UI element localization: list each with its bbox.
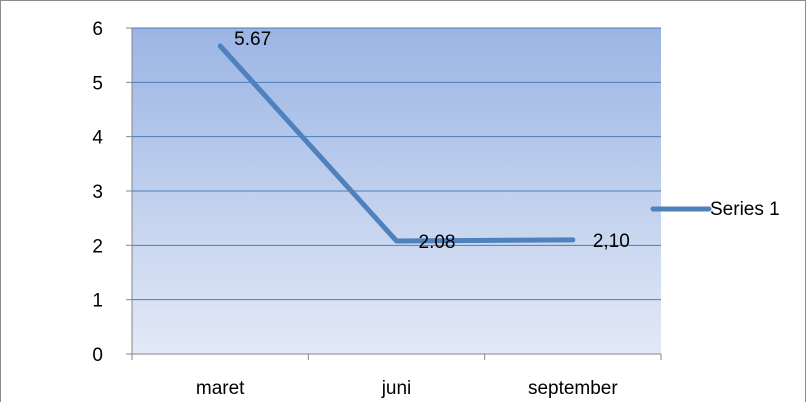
y-axis-ticks: 0 1 2 3 4 5 6 — [92, 19, 132, 366]
x-tick-label: september — [528, 378, 618, 399]
data-label: 5.67 — [234, 29, 271, 50]
data-label: 2.08 — [419, 232, 456, 253]
y-tick-label: 5 — [92, 73, 103, 94]
legend-label: Series 1 — [710, 199, 780, 220]
x-tick-label: juni — [381, 378, 412, 399]
y-tick-label: 4 — [92, 128, 103, 149]
y-tick-label: 0 — [92, 345, 103, 366]
y-tick-label: 1 — [92, 291, 103, 312]
x-axis-ticks: maret juni september — [132, 354, 661, 399]
y-tick-label: 2 — [92, 236, 103, 257]
y-tick-label: 6 — [92, 19, 103, 40]
x-tick-label: maret — [196, 378, 245, 399]
data-label: 2,10 — [593, 231, 630, 252]
legend: Series 1 — [653, 199, 780, 220]
y-tick-label: 3 — [92, 182, 103, 203]
